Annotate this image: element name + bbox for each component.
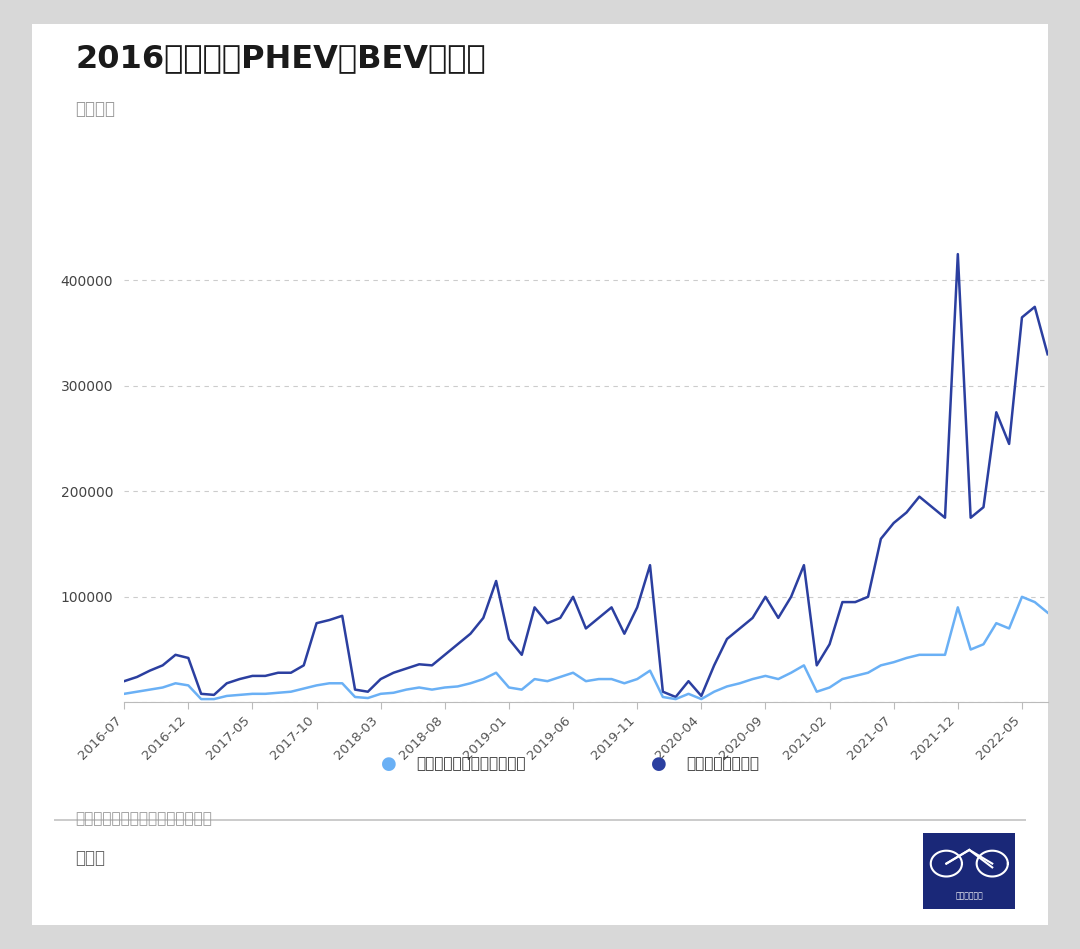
Text: 2016年以来的PHEV和BEV的销量: 2016年以来的PHEV和BEV的销量 bbox=[76, 43, 486, 74]
Text: 汽车电子设计: 汽车电子设计 bbox=[956, 891, 983, 900]
Text: 单位：台: 单位：台 bbox=[76, 100, 116, 118]
Text: 朱玉龙: 朱玉龙 bbox=[76, 849, 106, 867]
Text: ●: ● bbox=[651, 755, 666, 772]
Text: ●: ● bbox=[381, 755, 396, 772]
Text: 数据来源：汽车工业协会销售数据: 数据来源：汽车工业协会销售数据 bbox=[76, 811, 213, 827]
Text: 纯电动乘用车销量: 纯电动乘用车销量 bbox=[686, 756, 759, 772]
Text: 插电式混合动力乘用车销量: 插电式混合动力乘用车销量 bbox=[416, 756, 525, 772]
